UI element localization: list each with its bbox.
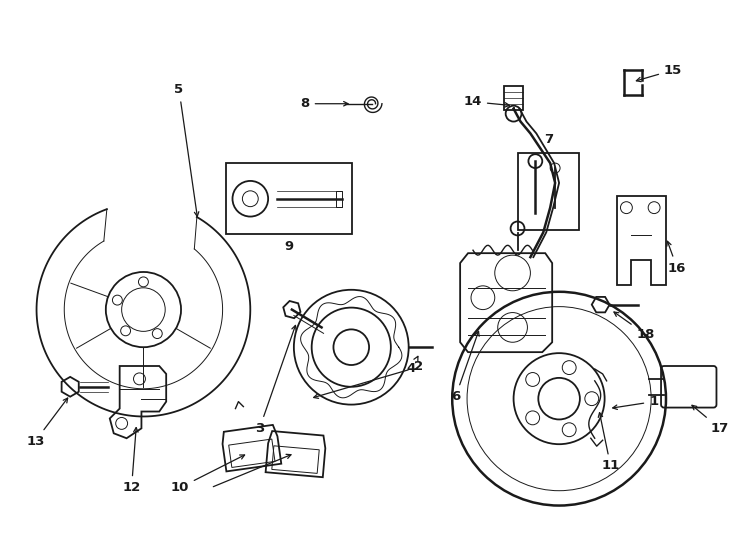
Text: 5: 5 — [175, 83, 199, 217]
Text: 15: 15 — [636, 64, 683, 82]
Bar — [504, 86, 523, 110]
Text: 17: 17 — [692, 406, 729, 435]
Text: 11: 11 — [598, 413, 619, 472]
Text: 16: 16 — [667, 241, 686, 274]
Text: 7: 7 — [544, 133, 553, 146]
Text: 8: 8 — [300, 97, 348, 110]
Text: 4: 4 — [407, 356, 418, 375]
Text: 10: 10 — [170, 455, 244, 494]
Text: 1: 1 — [613, 395, 658, 409]
Bar — [336, 191, 342, 207]
Text: 9: 9 — [284, 240, 294, 253]
Text: 3: 3 — [255, 326, 296, 435]
Text: 6: 6 — [451, 332, 479, 403]
Text: 2: 2 — [313, 361, 423, 399]
Bar — [225, 163, 352, 234]
Text: 18: 18 — [614, 312, 655, 341]
Text: 14: 14 — [464, 95, 509, 108]
Text: 12: 12 — [123, 428, 141, 494]
Text: 13: 13 — [26, 398, 68, 448]
Bar — [517, 153, 579, 231]
